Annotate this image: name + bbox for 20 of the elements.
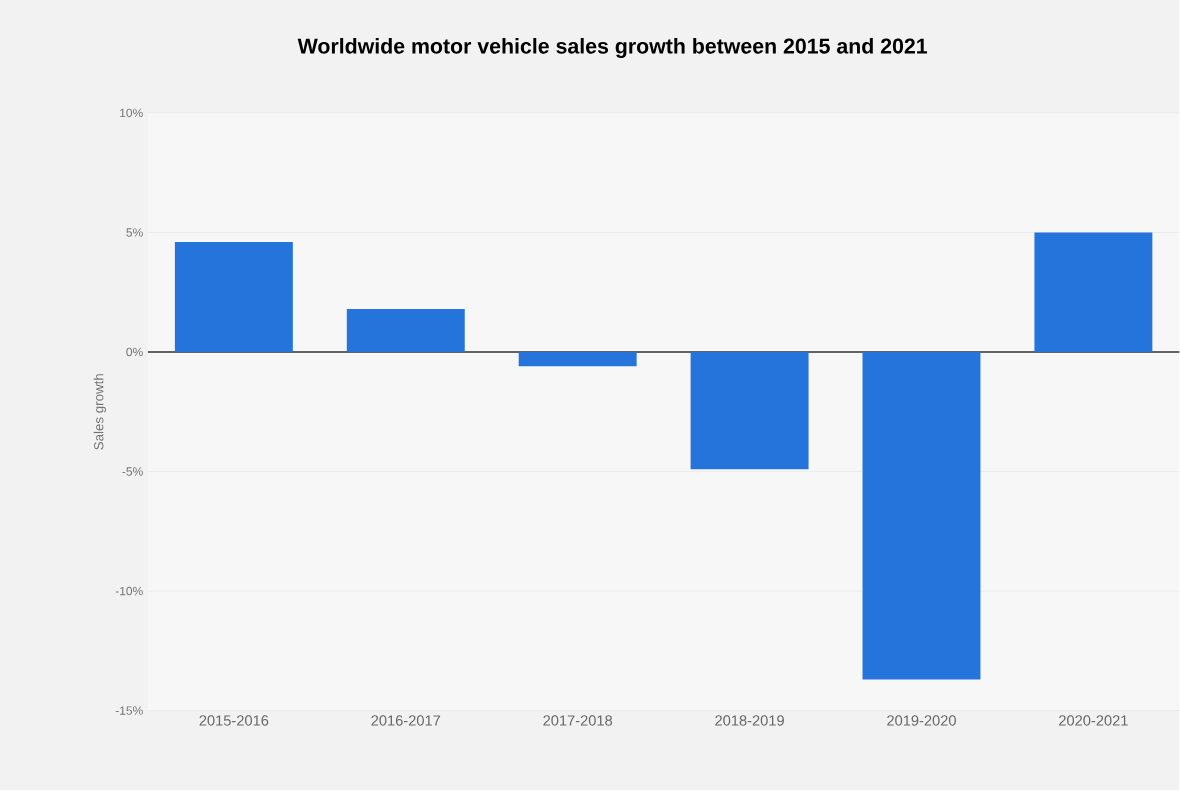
chart-title: Worldwide motor vehicle sales growth between 2015 and 2021 — [297, 38, 928, 59]
y-axis-title: Sales growth — [93, 374, 107, 450]
y-tick-label: 5% — [126, 228, 143, 237]
x-tick-label: 2019-2020 — [887, 715, 956, 726]
x-tick-label: 2015-2016 — [199, 715, 269, 726]
bar — [518, 352, 637, 367]
bar — [174, 242, 293, 353]
y-tick-label: 0% — [126, 347, 143, 357]
bar — [346, 309, 465, 353]
x-tick-label: 2017-2018 — [543, 715, 613, 726]
y-tick-label: -15% — [115, 706, 143, 716]
y-tick-label: -10% — [115, 587, 143, 596]
y-tick-label: 10% — [120, 108, 143, 118]
x-tick-label: 2018-2019 — [715, 715, 784, 726]
x-tick-label: 2020-2021 — [1059, 715, 1128, 726]
bar — [862, 352, 981, 680]
y-tick-label: -5% — [122, 467, 143, 476]
bar — [690, 352, 809, 470]
x-tick-label: 2016-2017 — [371, 715, 441, 726]
bar — [1034, 232, 1153, 353]
